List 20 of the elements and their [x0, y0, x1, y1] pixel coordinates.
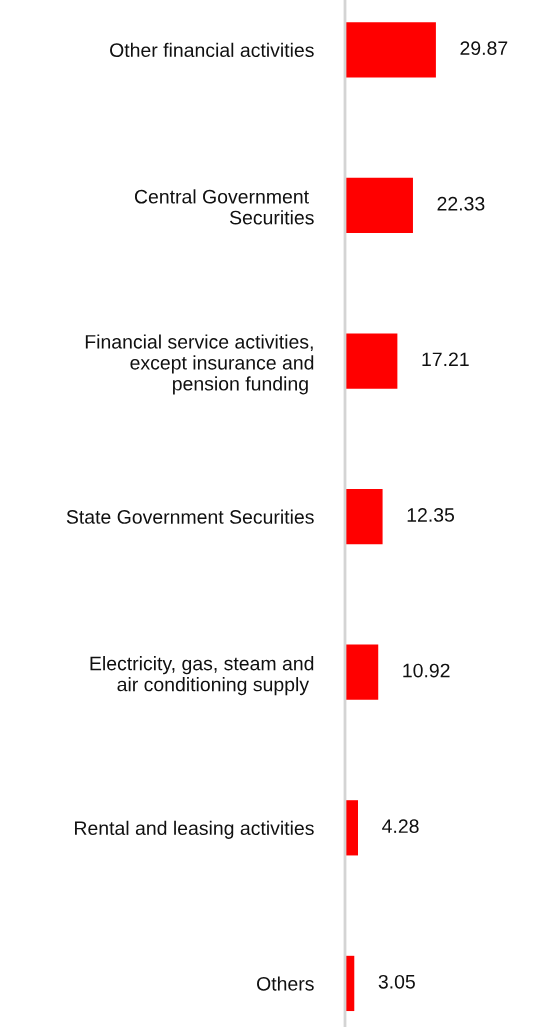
y-tick-label: Other financial activities: [110, 42, 314, 58]
bar: [345, 488, 383, 545]
bar: [345, 333, 398, 389]
y-tick-label: State Government Securities: [66, 509, 314, 524]
y-tick-label: Rental and leasing activities: [75, 820, 314, 839]
y-tick-label: Electricity, gas, steam and air conditioning supply: [90, 656, 314, 696]
bar: [345, 177, 413, 234]
data-label: 17.21: [422, 352, 469, 367]
data-label: 12.35: [407, 508, 455, 522]
y-tick-label: Others: [257, 976, 314, 991]
data-label: 10.92: [403, 663, 450, 678]
data-label: 3.05: [378, 974, 415, 989]
data-label: 4.28: [382, 819, 419, 834]
bar: [345, 644, 379, 700]
y-tick-label: Financial service activities, except insurance and pension funding: [85, 334, 314, 395]
bar: [345, 800, 359, 856]
data-label: 22.33: [437, 196, 485, 211]
bar: [345, 22, 436, 78]
data-label: 29.87: [460, 41, 508, 56]
y-tick-label: Central Government Securities: [134, 189, 314, 225]
